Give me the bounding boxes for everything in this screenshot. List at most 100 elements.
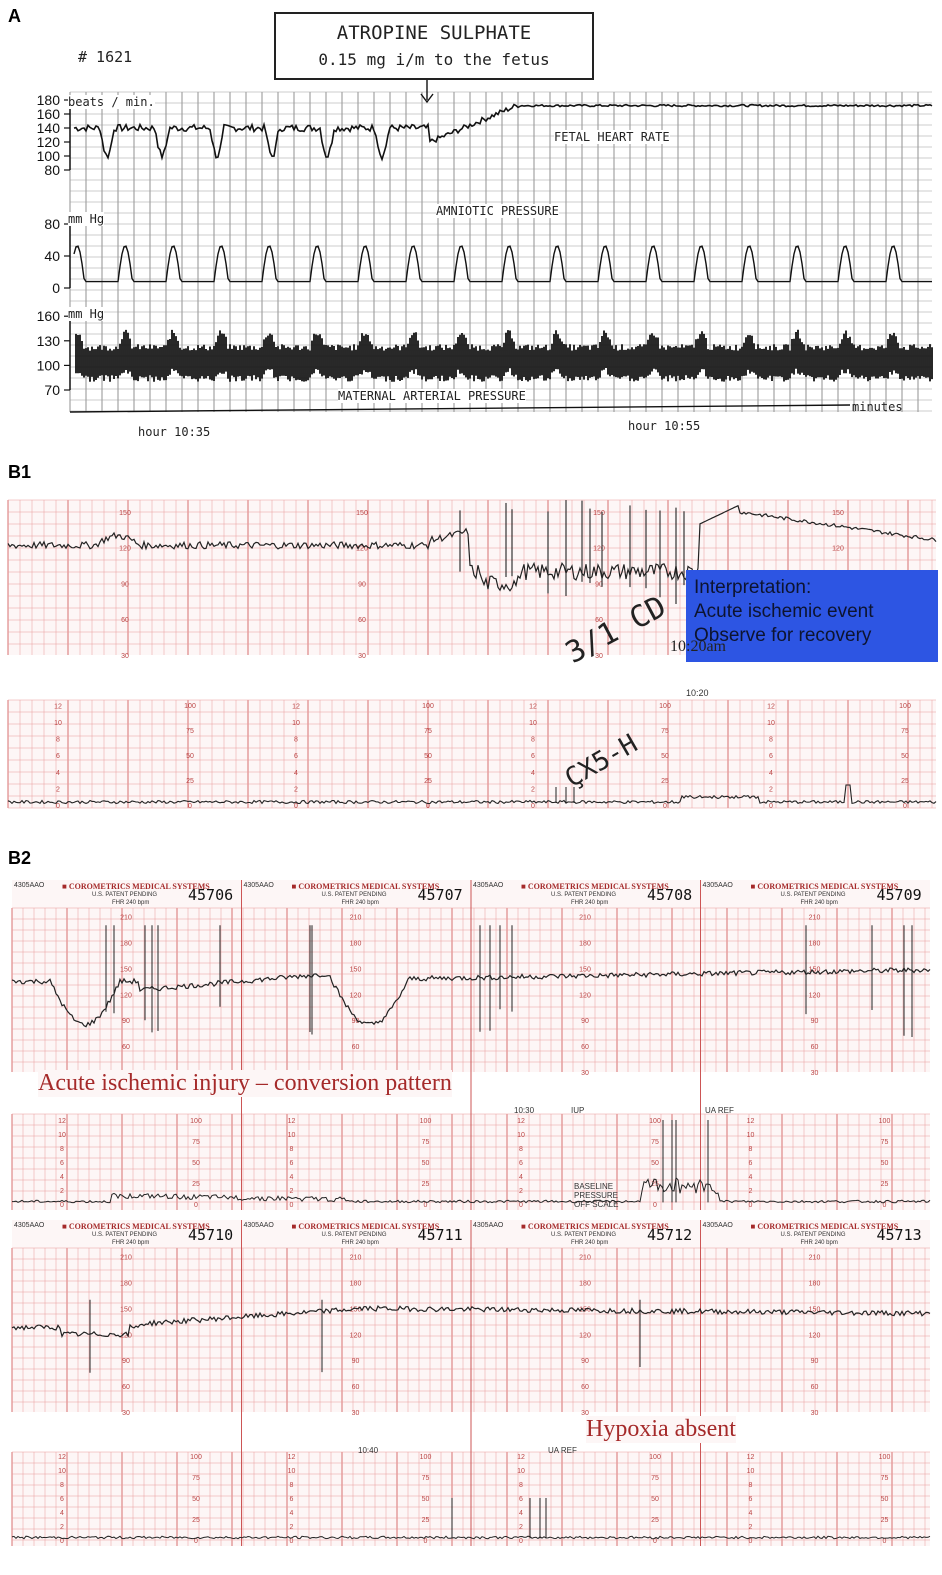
amniotic-unit: mm Hg (68, 212, 105, 226)
b2-patent: U.S. PATENT PENDING (551, 1232, 617, 1238)
b2-annotation-bottom: Hypoxia absent (586, 1416, 736, 1443)
b2-kpa-tick-label: 4 (749, 1510, 753, 1517)
b2-kpa-tick-label: 2 (519, 1524, 523, 1531)
b2-fhr-tick-label: 30 (811, 1410, 819, 1417)
b2-kpa-tick-label: 8 (519, 1482, 523, 1489)
b1-kpa-tick-label: 4 (56, 770, 60, 777)
b2-fhr-tick-label: 90 (811, 1018, 819, 1025)
b1-fhr-tick-label: 120 (832, 546, 844, 553)
b2-ua-tick-label: 0 (883, 1538, 887, 1545)
b2-ua-tick-label: 75 (651, 1475, 659, 1482)
b2-fhr-tick-label: 150 (809, 1306, 821, 1313)
b2-fhr-tick-label: 60 (122, 1044, 130, 1051)
b1-kpa-tick-label: 2 (56, 786, 60, 793)
b2-ua-tick-label: 0 (424, 1538, 428, 1545)
b1-kpa-tick-label: 2 (531, 786, 535, 793)
b1-fhr-tick-label: 90 (358, 581, 366, 588)
b2-sheet-number: 45710 (188, 1226, 234, 1244)
b2-fhr-tick-label: 60 (811, 1044, 819, 1051)
b2-ua-tick-label: 0 (424, 1202, 428, 1209)
b2-ua-tick-label: 100 (420, 1454, 432, 1461)
b2-sheet-number: 45707 (417, 886, 463, 904)
b2-kpa-tick-label: 8 (519, 1146, 523, 1153)
b2-kpa-tick-label: 12 (58, 1118, 66, 1125)
b1-kpa-tick-label: 6 (769, 753, 773, 760)
b2-ua-tick-label: 75 (881, 1139, 889, 1146)
b2-ua-tick-label: 0 (883, 1202, 887, 1209)
record-number: # 1621 (78, 48, 133, 66)
b2-fhr-tick-label: 120 (120, 1332, 132, 1339)
drug-arrow-head (420, 93, 434, 104)
b2-fhr-tick-label: 120 (120, 992, 132, 999)
b2-kpa-tick-label: 4 (749, 1174, 753, 1181)
b2-fhr-tick-label: 30 (811, 1070, 819, 1077)
b1-kpa-tick-label: 4 (294, 770, 298, 777)
b2-sheet-number: 45712 (647, 1226, 693, 1244)
b2-fhr-tick-label: 210 (579, 915, 591, 922)
b2-ua-ref: UA REF (705, 1106, 734, 1115)
b2-kpa-tick-label: 6 (60, 1496, 64, 1503)
panel-a-label: A (8, 6, 21, 26)
y-tick-label: 80 (44, 216, 60, 232)
b2-kpa-tick-label: 12 (747, 1118, 755, 1125)
b1-ua-tick-label: 50 (424, 753, 432, 760)
b2-fhr-tick-label: 150 (350, 966, 362, 973)
b2-fhr-tick-label: 60 (352, 1044, 360, 1051)
b2-ua-tick-label: 50 (422, 1496, 430, 1503)
b1-kpa-tick-label: 12 (292, 703, 300, 710)
b1-ua-tick-label: 100 (422, 703, 434, 710)
b1-kpa-tick-label: 4 (531, 770, 535, 777)
b1-fhr-tick-label: 150 (593, 510, 605, 517)
b2-ua-tick-label: 100 (879, 1118, 891, 1125)
b2-kpa-tick-label: 4 (290, 1174, 294, 1181)
b2-kpa-tick-label: 4 (290, 1510, 294, 1517)
b2-sheet-code: 4305AAO (702, 882, 733, 889)
b2-kpa-tick-label: 0 (749, 1538, 753, 1545)
b2-kpa-tick-label: 0 (519, 1538, 523, 1545)
b2-kpa-tick-label: 10 (517, 1468, 525, 1475)
time-label-1035: hour 10:35 (138, 425, 211, 439)
b2-ua-tick-label: 75 (651, 1139, 659, 1146)
b2-fhr-tick-label: 210 (350, 915, 362, 922)
b2-kpa-tick-label: 8 (749, 1482, 753, 1489)
b1-kpa-tick-label: 12 (767, 703, 775, 710)
b1-ua-tick-label: 100 (899, 703, 911, 710)
b2-fhr-tick-label: 120 (350, 992, 362, 999)
panel-b2-label: B2 (8, 848, 32, 868)
b1-kpa-tick-label: 8 (56, 737, 60, 744)
b2-kpa-tick-label: 2 (290, 1188, 294, 1195)
b2-sheet-code: 4305AAO (473, 1222, 504, 1229)
b1-fhr-tick-label: 30 (121, 653, 129, 660)
b1-ua-tick-label: 25 (424, 778, 432, 785)
b2-patent: U.S. PATENT PENDING (92, 1232, 158, 1238)
b2-kpa-tick-label: 10 (747, 1132, 755, 1139)
b2-kpa-tick-label: 2 (749, 1188, 753, 1195)
b1-time-label-2: 10:20 (686, 688, 709, 698)
b2-time-top: 10:30 (514, 1106, 535, 1115)
b2-ua-trace (11, 1535, 931, 1540)
b2-kpa-tick-label: 2 (60, 1188, 64, 1195)
y-tick-label: 40 (44, 248, 60, 264)
b2-ua-tick-label: 25 (651, 1181, 659, 1188)
y-tick-label: 100 (37, 357, 61, 373)
maternal-unit: mm Hg (68, 307, 105, 321)
b2-fhr-tick-label: 180 (350, 1281, 362, 1288)
b2-ua-trace (11, 1176, 931, 1204)
b2-fhr-scale: FHR 240 bpm (112, 900, 150, 906)
b2-fhr-scale: FHR 240 bpm (800, 1240, 838, 1246)
b2-fhr-tick-label: 30 (581, 1410, 589, 1417)
b2-kpa-tick-label: 12 (517, 1118, 525, 1125)
b2-kpa-tick-label: 12 (288, 1454, 296, 1461)
b2-fhr-tick-label: 210 (350, 1255, 362, 1262)
b2-ua-tick-label: 0 (194, 1202, 198, 1209)
b2-ua-tick-label: 25 (881, 1181, 889, 1188)
b2-kpa-tick-label: 4 (519, 1510, 523, 1517)
time-axis (69, 404, 851, 413)
maternal-trace (75, 329, 933, 382)
b2-ua-tick-label: 75 (192, 1139, 200, 1146)
b2-kpa-tick-label: 10 (58, 1468, 66, 1475)
interpretation-box: Interpretation: Acute ischemic event Obs… (686, 570, 938, 662)
b2-fhr-tick-label: 150 (809, 966, 821, 973)
